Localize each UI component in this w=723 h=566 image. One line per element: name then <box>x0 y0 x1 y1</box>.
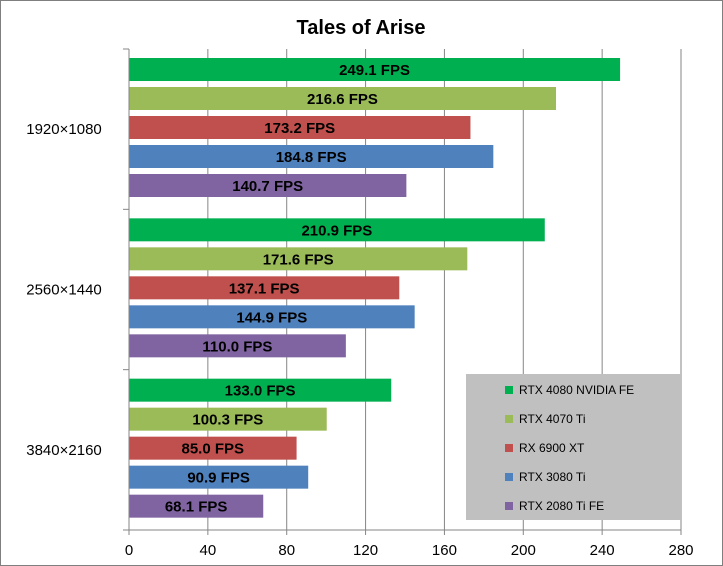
legend-label: RTX 4070 Ti <box>519 412 585 426</box>
data-label: 249.1 FPS <box>339 62 410 79</box>
bar <box>129 407 327 431</box>
bar <box>129 494 264 518</box>
bar <box>129 334 346 358</box>
data-label: 171.6 FPS <box>263 251 334 268</box>
bar <box>129 436 297 460</box>
category-label: 1920×1080 <box>26 121 102 138</box>
x-tick-label: 200 <box>511 542 536 559</box>
category-label: 3840×2160 <box>26 442 102 459</box>
data-label: 144.9 FPS <box>236 309 307 326</box>
legend-swatch <box>505 473 513 481</box>
data-label: 133.0 FPS <box>225 383 296 400</box>
legend-box <box>466 374 681 520</box>
legend-swatch <box>505 415 513 423</box>
x-tick-label: 120 <box>353 542 378 559</box>
x-tick-label: 80 <box>278 542 295 559</box>
bar <box>129 465 309 489</box>
bar <box>129 145 494 168</box>
data-label: 68.1 FPS <box>165 499 228 516</box>
data-label: 110.0 FPS <box>202 338 272 355</box>
bar <box>129 58 621 81</box>
x-tick-label: 0 <box>125 542 133 559</box>
bar <box>129 378 392 402</box>
category-label: 2560×1440 <box>26 282 102 299</box>
bar <box>129 116 471 139</box>
legend-label: RTX 4080 NVIDIA FE <box>519 383 634 397</box>
bars: 249.1 FPS 216.6 FPS 173.2 FPS 184.8 FPS 140.… <box>129 58 621 518</box>
data-label: 173.2 FPS <box>264 120 335 137</box>
bar <box>129 305 415 329</box>
data-label: 216.6 FPS <box>307 91 378 108</box>
bar <box>129 174 407 197</box>
legend-swatch <box>505 444 513 452</box>
data-label: 85.0 FPS <box>182 441 245 458</box>
x-tick-label: 40 <box>200 542 217 559</box>
bar <box>129 276 400 300</box>
x-tick-label: 240 <box>590 542 615 559</box>
data-label: 184.8 FPS <box>276 149 347 166</box>
data-label: 100.3 FPS <box>192 412 263 429</box>
bar <box>129 218 545 242</box>
legend-label: RTX 3080 Ti <box>519 470 585 484</box>
chart-title: Tales of Arise <box>297 17 426 39</box>
data-label: 137.1 FPS <box>229 280 300 297</box>
legend-swatch <box>505 502 513 510</box>
legend: RTX 4080 NVIDIA FE RTX 4070 Ti RX 6900 XT R… <box>466 374 681 520</box>
x-tick-label: 280 <box>668 542 693 559</box>
data-label: 90.9 FPS <box>187 470 250 487</box>
data-label: 210.9 FPS <box>301 222 372 239</box>
axes: 0 40 80 120 160 200 240 280 1920×1080 2560×1440 38… <box>26 48 694 559</box>
bar <box>129 87 557 110</box>
bar <box>129 247 468 271</box>
legend-label: RX 6900 XT <box>519 441 585 455</box>
legend-swatch <box>505 386 513 394</box>
legend-label: RTX 2080 Ti FE <box>519 499 604 513</box>
x-tick-label: 160 <box>432 542 457 559</box>
data-label: 140.7 FPS <box>232 178 303 195</box>
